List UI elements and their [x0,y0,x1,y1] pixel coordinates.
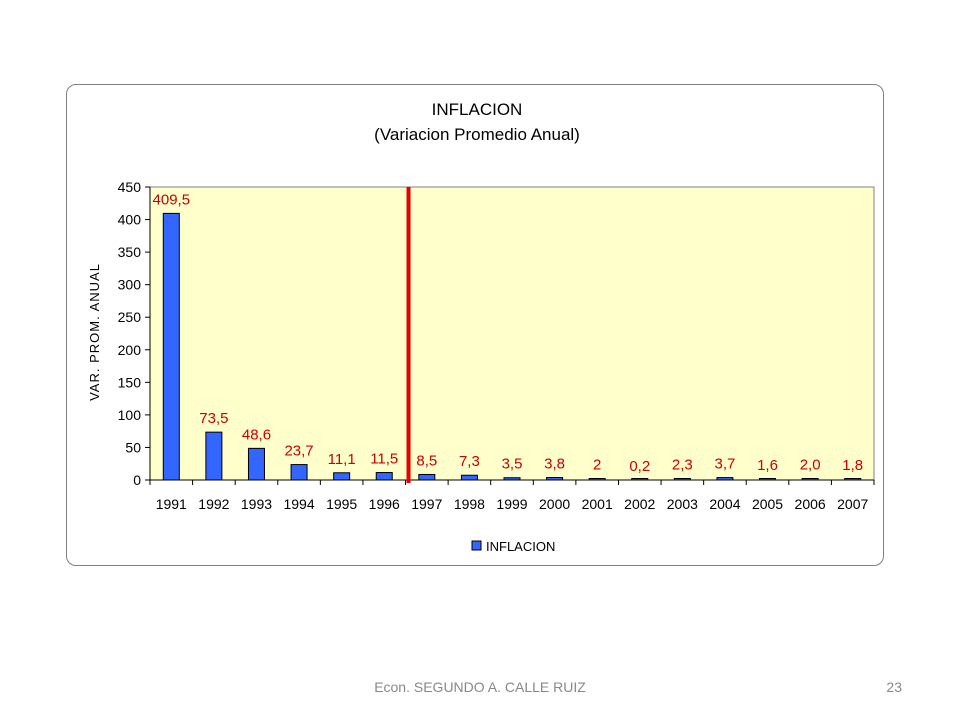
x-tick-label-1998: 1998 [454,496,485,512]
bar-1995 [333,472,351,481]
data-label-2007: 1,8 [842,457,863,474]
bar-1991 [162,212,180,481]
bar-1998 [460,474,478,481]
y-tick-label: 0 [133,472,141,488]
data-label-1992: 73,5 [199,410,228,427]
data-label-1998: 7,3 [459,453,480,470]
x-tick-label-1997: 1997 [411,496,442,512]
x-tick-label-1993: 1993 [241,496,272,512]
y-tick-label: 50 [125,439,141,455]
bar-2001 [588,478,606,481]
x-tick-label-2006: 2006 [795,496,826,512]
y-tick-label: 150 [118,374,142,390]
x-tick-label-2004: 2004 [709,496,740,512]
bar-2004 [716,477,734,481]
bar-1992 [205,431,223,481]
x-tick-label-2005: 2005 [752,496,783,512]
data-label-2006: 2,0 [800,457,821,474]
data-label-2001: 2 [593,457,601,474]
y-tick-label: 100 [118,407,142,423]
bar-1993 [247,447,265,481]
data-label-2004: 3,7 [715,456,736,473]
chart-subtitle: (Variacion Promedio Anual) [374,125,580,144]
x-tick-label-2000: 2000 [539,496,570,512]
data-label-2002: 0,2 [629,458,650,475]
x-tick-label-1999: 1999 [496,496,527,512]
x-tick-label-1992: 1992 [198,496,229,512]
data-label-1999: 3,5 [502,456,523,473]
bar-1999 [503,477,521,481]
data-label-1991: 409,5 [153,191,191,208]
x-tick-label-2002: 2002 [624,496,655,512]
legend-swatch [471,540,482,551]
footer-author: Econ. SEGUNDO A. CALLE RUIZ [374,679,586,695]
bar-2000 [546,477,564,481]
bar-1997 [418,473,436,481]
data-label-1994: 23,7 [284,443,313,460]
data-label-2000: 3,8 [544,456,565,473]
data-label-2005: 1,6 [757,457,778,474]
bar-2006 [801,478,819,481]
data-label-1993: 48,6 [242,426,271,443]
bar-2007 [844,478,862,481]
chart-title: INFLACION [432,100,523,119]
y-tick-label: 200 [118,342,142,358]
y-tick-label: 400 [118,212,142,228]
data-label-1997: 8,5 [416,452,437,469]
plot-area [149,186,875,481]
x-tick-label-2001: 2001 [582,496,613,512]
bar-2003 [673,478,691,481]
y-tick-label: 300 [118,277,142,293]
legend-label: INFLACION [486,539,555,554]
x-tick-label-2007: 2007 [837,496,868,512]
data-label-1996: 11,5 [370,451,398,468]
bar-2005 [759,478,777,481]
bar-1996 [375,472,393,481]
y-tick-label: 450 [118,179,142,195]
y-tick-label: 250 [118,309,142,325]
page-number: 23 [886,679,902,695]
y-axis-label: VAR. PROM. ANUAL [87,263,102,401]
x-tick-label-1995: 1995 [326,496,357,512]
bar-1994 [290,464,308,481]
y-tick-label: 350 [118,244,142,260]
data-label-1995: 11,1 [328,451,356,468]
x-tick-label-2003: 2003 [667,496,698,512]
x-tick-label-1996: 1996 [369,496,400,512]
x-tick-label-1991: 1991 [156,496,187,512]
bar-2002 [631,478,649,481]
data-label-2003: 2,3 [672,457,693,474]
x-tick-label-1994: 1994 [283,496,314,512]
